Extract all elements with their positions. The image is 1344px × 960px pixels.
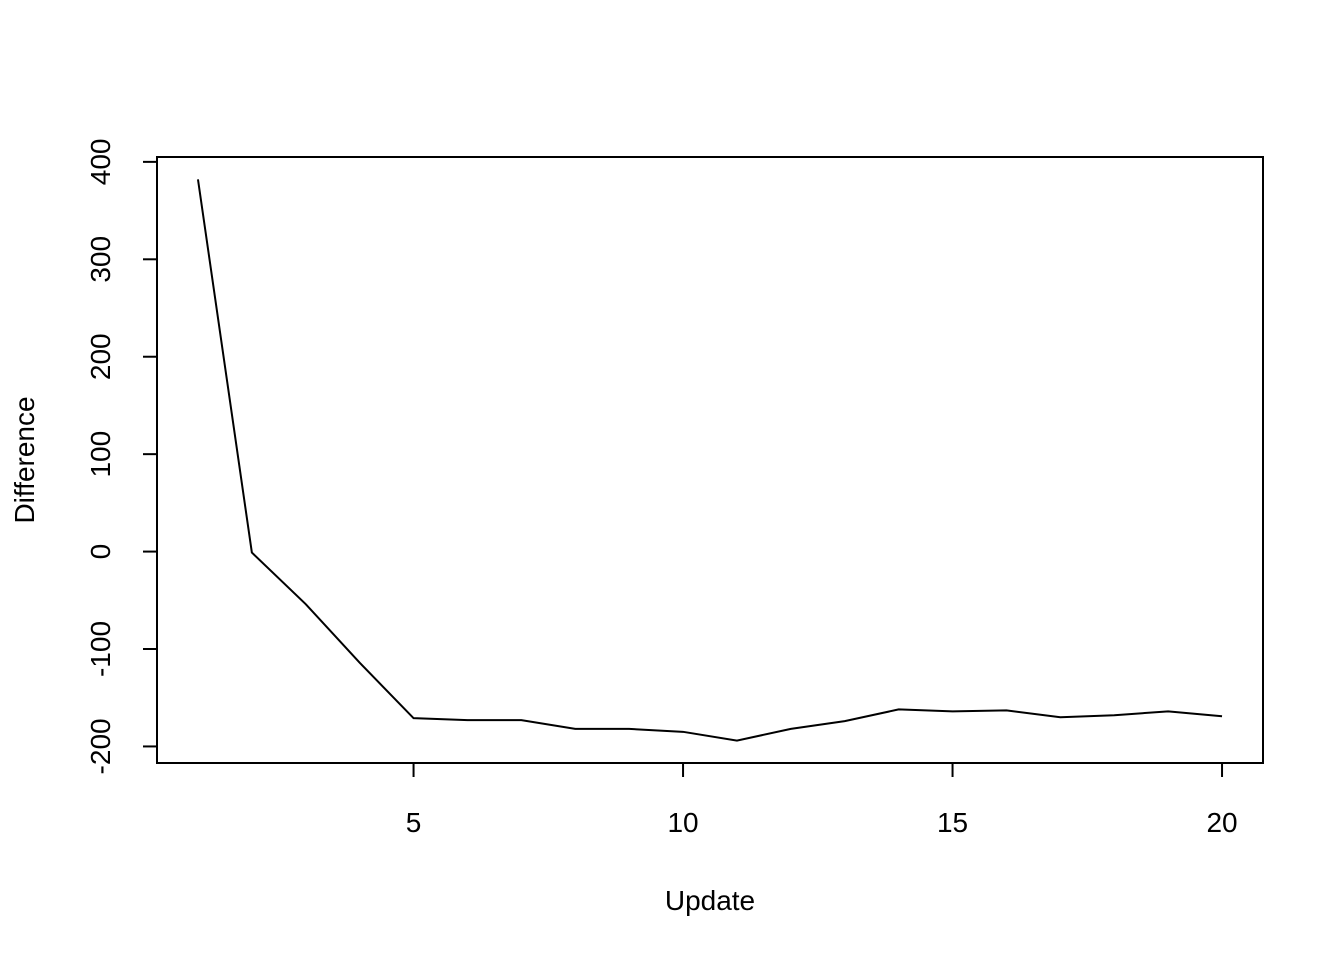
plot-frame (156, 156, 1264, 764)
y-tick-label: 200 (85, 333, 116, 380)
x-tick-label: 15 (937, 807, 968, 838)
x-tick-label: 10 (667, 807, 698, 838)
x-axis-label: Update (665, 885, 755, 916)
y-axis-label: Difference (9, 396, 40, 523)
x-axis: 5 10 15 20 (406, 763, 1238, 838)
y-tick-label: 100 (85, 431, 116, 478)
y-tick-label: -100 (85, 621, 116, 677)
y-tick-label: -200 (85, 718, 116, 774)
x-tick-label: 20 (1206, 807, 1237, 838)
y-axis: -200 -100 0 100 200 300 400 (85, 139, 157, 774)
y-tick-label: 400 (85, 139, 116, 186)
y-tick-label: 300 (85, 236, 116, 283)
y-tick-label: 0 (85, 544, 116, 560)
series-line (196, 179, 1223, 742)
x-tick-label: 5 (406, 807, 422, 838)
